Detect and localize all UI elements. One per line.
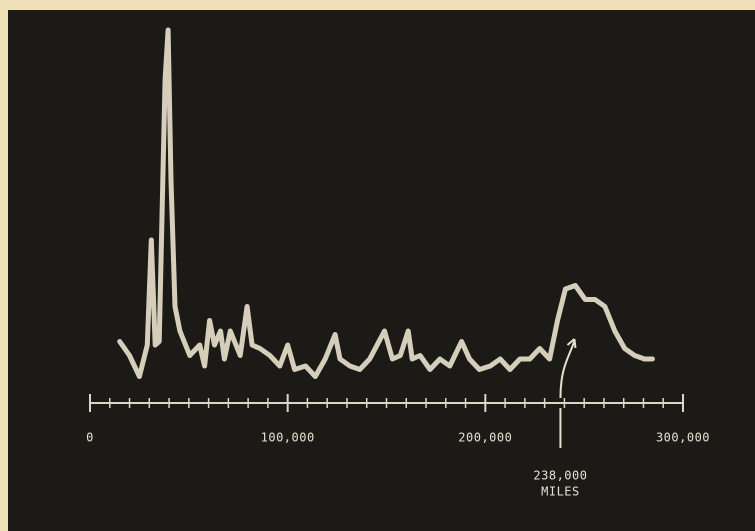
page: {"chart_data": { "type": "line", "color"… xyxy=(0,0,755,531)
x-tick-label: 100,000 xyxy=(261,431,315,445)
x-tick-label: 300,000 xyxy=(656,431,710,445)
x-tick-label: 200,000 xyxy=(458,431,512,445)
chart: 0 100,000 200,000 300,000 238,000 MILES xyxy=(0,0,755,531)
annotation-label: 238,000 xyxy=(533,469,587,483)
annotation-label: MILES xyxy=(541,485,580,499)
screen xyxy=(8,10,755,531)
x-tick-label: 0 xyxy=(86,431,94,445)
